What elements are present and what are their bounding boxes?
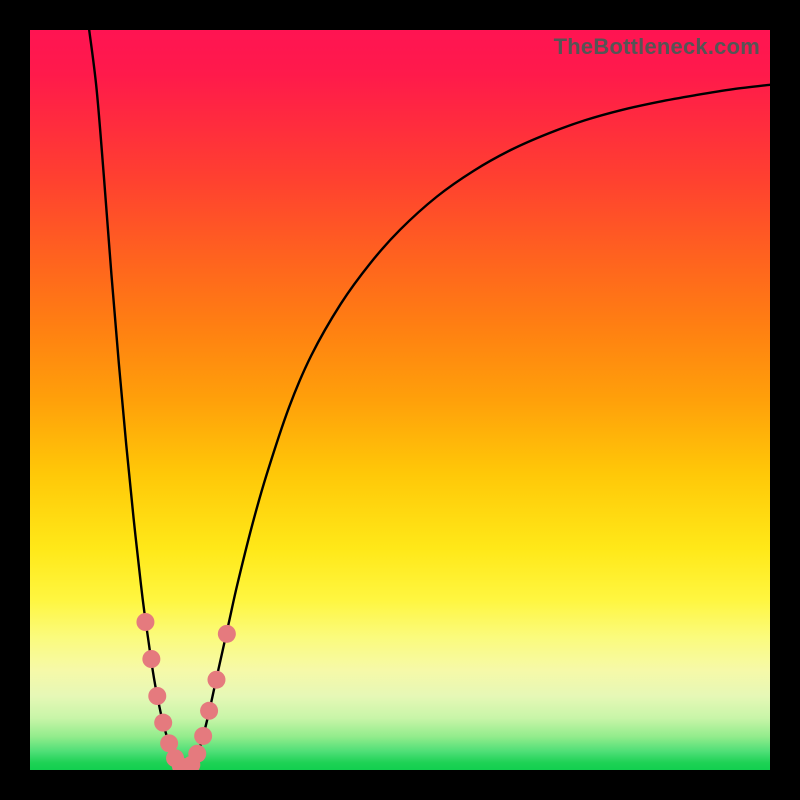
- data-marker: [154, 714, 172, 732]
- chart-container: TheBottleneck.com: [0, 0, 800, 800]
- data-marker: [136, 613, 154, 631]
- data-marker: [207, 671, 225, 689]
- bottleneck-curve: [89, 30, 770, 769]
- data-marker: [218, 625, 236, 643]
- data-marker: [142, 650, 160, 668]
- data-marker: [200, 702, 218, 720]
- plot-area: TheBottleneck.com: [30, 30, 770, 770]
- data-marker: [188, 745, 206, 763]
- data-marker: [194, 727, 212, 745]
- data-marker: [148, 687, 166, 705]
- curve-layer: [30, 30, 770, 770]
